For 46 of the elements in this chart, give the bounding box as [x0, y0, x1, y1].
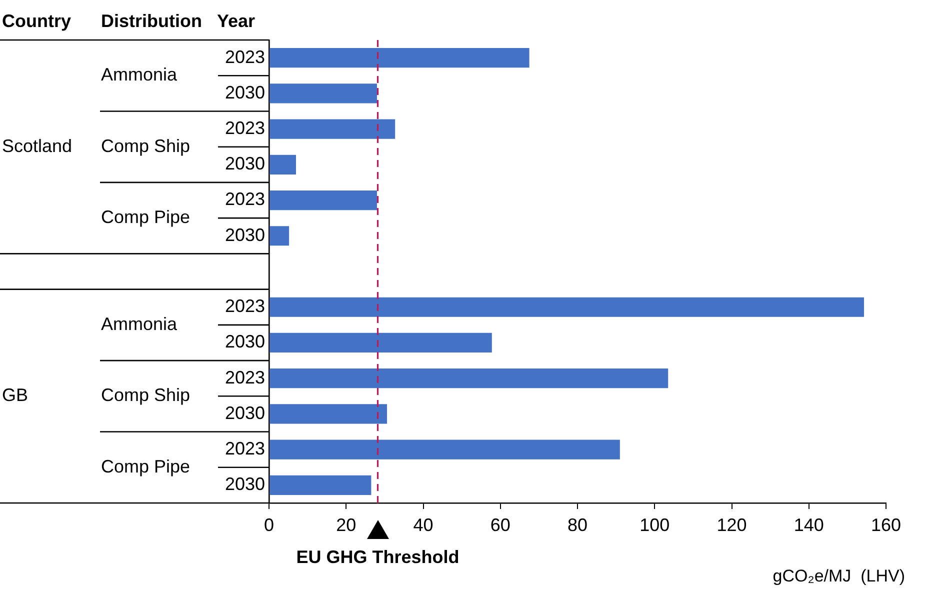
text: Ammonia [101, 314, 178, 334]
bar [270, 84, 377, 104]
bar [270, 226, 290, 246]
bar [270, 190, 377, 210]
y-tick-label: 2030 [224, 154, 265, 174]
text: Comp Pipe [101, 207, 190, 228]
y-tick-label: 2023 [224, 189, 265, 210]
text: Country [2, 10, 71, 31]
bar [270, 154, 296, 174]
bar [270, 368, 668, 388]
y-tick-label: 2023 [224, 296, 265, 316]
y-tick-label: 2030 [224, 332, 265, 352]
text: Year [217, 10, 256, 31]
ref-line-label: EU GHG Threshold [296, 546, 460, 567]
x-axis-title: gCO₂e/MJ (LHV) [772, 566, 905, 586]
text: Comp Ship [101, 136, 190, 156]
y-tick-label: 2030 [224, 224, 265, 245]
y-tick-label: 2023 [224, 367, 265, 388]
text: GB [2, 385, 28, 406]
y-tick-label: 2023 [224, 46, 265, 67]
x-tick-label: 0 [264, 514, 274, 535]
y-tick-label: 2030 [224, 82, 265, 102]
x-tick-label: 60 [490, 514, 510, 535]
text: Distribution [101, 10, 202, 31]
y-tick-label: 2023 [224, 118, 265, 138]
y-tick-label: 2030 [224, 474, 265, 494]
bar [270, 119, 396, 139]
text: Scotland [2, 136, 72, 156]
x-tick-label: 20 [336, 514, 356, 535]
y-tick-label: 2023 [224, 438, 265, 459]
text: Ammonia [101, 64, 178, 85]
bar [270, 297, 864, 317]
x-tick-label: 160 [870, 514, 902, 535]
x-tick-label: 40 [413, 514, 434, 535]
bar [270, 332, 492, 353]
text: Comp Pipe [101, 456, 190, 476]
bar [270, 404, 387, 424]
bar [270, 475, 372, 495]
y-tick-label: 2030 [224, 402, 265, 423]
bar [270, 440, 620, 460]
bar [270, 48, 530, 68]
text: Comp Ship [101, 385, 190, 406]
x-tick-label: 80 [567, 514, 588, 535]
x-tick-label: 100 [640, 514, 670, 535]
x-tick-label: 120 [716, 514, 747, 535]
x-tick-label: 140 [794, 514, 824, 535]
